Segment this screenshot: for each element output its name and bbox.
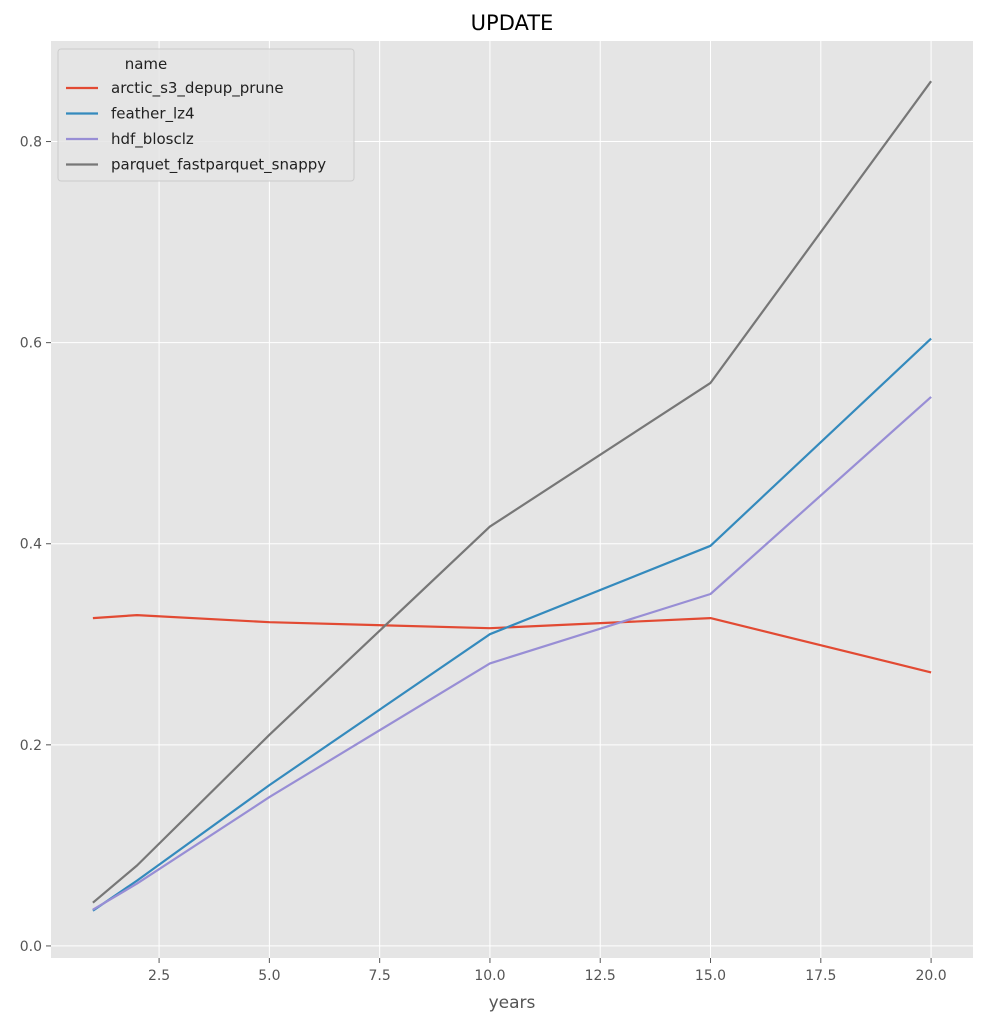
x-tick-label: 12.5 xyxy=(585,968,616,984)
chart-title: UPDATE xyxy=(471,11,554,35)
grid xyxy=(51,41,973,958)
series-line-parquet_fastparquet_snappy xyxy=(92,80,932,904)
x-tick-label: 2.5 xyxy=(148,968,170,984)
y-tick-label: 0.2 xyxy=(20,738,42,754)
y-tick-label: 0.6 xyxy=(20,336,42,352)
x-tick-label: 5.0 xyxy=(258,968,280,984)
series-line-arctic_s3_depup_prune xyxy=(92,613,932,674)
plot-area xyxy=(51,41,973,958)
x-tick-label: 7.5 xyxy=(369,968,391,984)
y-ticks: 0.0 0.2 0.4 0.6 0.8 xyxy=(20,135,51,955)
legend-box xyxy=(57,48,355,182)
series-layer xyxy=(92,80,932,912)
legend-title: name xyxy=(125,55,168,73)
y-tick-label: 0.8 xyxy=(20,135,42,151)
y-tick-label: 0.0 xyxy=(20,939,42,955)
x-axis-label: years xyxy=(489,993,536,1013)
x-ticks: 2.5 5.0 7.5 10.0 12.5 15.0 17.5 20.0 xyxy=(148,958,947,984)
legend-label: parquet_fastparquet_snappy xyxy=(111,156,326,175)
series-line-hdf_blosclz xyxy=(92,396,932,911)
legend: name arctic_s3_depup_prune feather_lz4hdf… xyxy=(57,48,355,182)
legend-items: arctic_s3_depup_prune feather_lz4 hdf_blos… xyxy=(66,79,326,175)
x-tick-label: 15.0 xyxy=(695,968,726,984)
legend-label: hdf_blosclz xyxy=(111,130,194,149)
legend-label: feather_lz4 xyxy=(111,105,195,124)
series-line-feather_lz4 xyxy=(92,337,932,912)
y-tick-label: 0.4 xyxy=(20,537,42,553)
x-tick-label: 17.5 xyxy=(805,968,836,984)
legend-label: arctic_s3_depup_prune xyxy=(111,79,284,98)
x-tick-label: 10.0 xyxy=(474,968,505,984)
x-tick-label: 20.0 xyxy=(916,968,947,984)
